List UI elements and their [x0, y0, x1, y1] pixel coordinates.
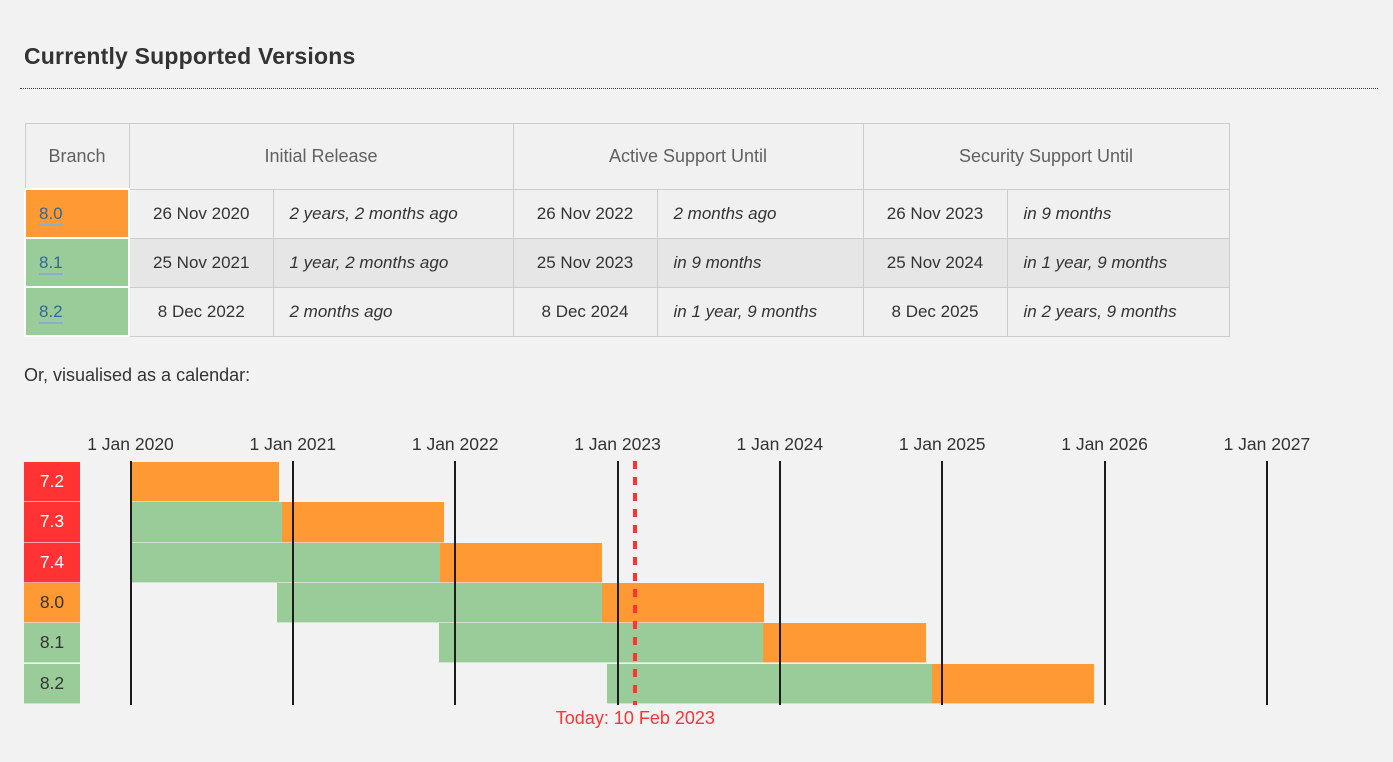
security-support-date-cell: 25 Nov 2024	[862, 237, 1008, 288]
security-support-bar	[440, 542, 603, 583]
today-line	[633, 461, 638, 705]
security-support-bar	[931, 663, 1094, 704]
column-header-active-support-until: Active Support Until	[512, 123, 864, 190]
branch-row-label: 8.1	[24, 623, 80, 664]
year-tick-label: 1 Jan 2026	[1061, 434, 1148, 454]
support-table-body: 8.0 26 Nov 2020 2 years, 2 months ago 26 No…	[24, 188, 1230, 337]
year-tick-label: 1 Jan 2027	[1223, 434, 1311, 454]
year-gridline	[454, 461, 457, 705]
initial-release-relative-cell: 2 months ago	[272, 286, 514, 337]
support-table-row: 8.0 26 Nov 2020 2 years, 2 months ago 26 No…	[24, 188, 1230, 239]
year-gridline	[941, 461, 944, 705]
security-support-relative-cell: in 1 year, 9 months	[1006, 237, 1230, 288]
branch-row-label: 8.2	[24, 663, 80, 704]
security-support-relative-cell: in 2 years, 9 months	[1006, 286, 1230, 337]
initial-release-date-cell: 25 Nov 2021	[128, 237, 274, 288]
branch-row-label: 7.3	[24, 502, 80, 543]
branch-link[interactable]: 8.2	[39, 301, 63, 324]
column-header-security-support-until: Security Support Until	[862, 123, 1230, 190]
support-table: Branch Initial Release Active Support Un…	[24, 123, 1230, 337]
security-support-bar	[763, 623, 927, 664]
branch-cell: 8.1	[24, 237, 130, 288]
active-support-bar	[277, 582, 602, 624]
initial-release-relative-cell: 1 year, 2 months ago	[272, 237, 514, 288]
branch-cell: 8.2	[24, 286, 130, 337]
active-support-date-cell: 26 Nov 2022	[512, 188, 658, 239]
active-support-date-cell: 25 Nov 2023	[512, 237, 658, 288]
calendar-chart: 1 Jan 2020 1 Jan 2021 1 Jan 2022 1 Jan 2023…	[0, 420, 1393, 762]
year-gridline	[778, 461, 781, 705]
support-table-header-row: Branch Initial Release Active Support Un…	[24, 123, 1230, 190]
year-tick-label: 1 Jan 2022	[411, 434, 499, 454]
active-support-relative-cell: 2 months ago	[656, 188, 864, 239]
year-gridline	[129, 461, 132, 705]
active-support-relative-cell: in 1 year, 9 months	[656, 286, 864, 337]
support-table-row: 8.2 8 Dec 2022 2 months ago 8 Dec 2024 in 1 …	[24, 286, 1230, 337]
year-gridline	[1103, 461, 1106, 705]
year-tick-label: 1 Jan 2020	[87, 434, 174, 454]
branch-cell: 8.0	[24, 188, 130, 239]
active-support-date-cell: 8 Dec 2024	[512, 286, 658, 337]
year-tick-label: 1 Jan 2024	[736, 434, 824, 454]
year-tick-label: 1 Jan 2021	[249, 434, 337, 454]
column-header-branch: Branch	[24, 123, 130, 190]
year-gridline	[1265, 461, 1268, 705]
year-tick-label: 1 Jan 2023	[574, 434, 661, 454]
today-label: Today: 10 Feb 2023	[555, 708, 715, 728]
year-gridline	[616, 461, 619, 705]
branch-link[interactable]: 8.1	[39, 252, 63, 275]
page-title: Currently Supported Versions	[24, 43, 356, 69]
active-support-bar	[130, 542, 441, 583]
title-divider	[20, 88, 1378, 89]
active-support-bar	[130, 502, 282, 543]
branch-row-label: 7.2	[24, 462, 80, 503]
branch-link[interactable]: 8.0	[39, 203, 63, 226]
initial-release-relative-cell: 2 years, 2 months ago	[272, 188, 514, 239]
support-table-row: 8.1 25 Nov 2021 1 year, 2 months ago 25 Nov…	[24, 237, 1230, 288]
security-support-relative-cell: in 9 months	[1006, 188, 1230, 239]
security-support-date-cell: 8 Dec 2025	[862, 286, 1008, 337]
active-support-bar	[606, 663, 932, 704]
security-support-bar	[601, 582, 764, 624]
security-support-bar	[281, 502, 444, 543]
active-support-relative-cell: in 9 months	[656, 237, 864, 288]
calendar-intro-text: Or, visualised as a calendar:	[24, 365, 251, 385]
year-gridline	[291, 461, 294, 705]
security-support-bar	[130, 462, 279, 503]
year-tick-label: 1 Jan 2025	[898, 434, 986, 454]
active-support-bar	[438, 623, 764, 664]
branch-row-label: 8.0	[24, 582, 80, 624]
security-support-date-cell: 26 Nov 2023	[862, 188, 1008, 239]
initial-release-date-cell: 26 Nov 2020	[128, 188, 274, 239]
column-header-initial-release: Initial Release	[128, 123, 514, 190]
initial-release-date-cell: 8 Dec 2022	[128, 286, 274, 337]
branch-row-label: 7.4	[24, 542, 80, 583]
